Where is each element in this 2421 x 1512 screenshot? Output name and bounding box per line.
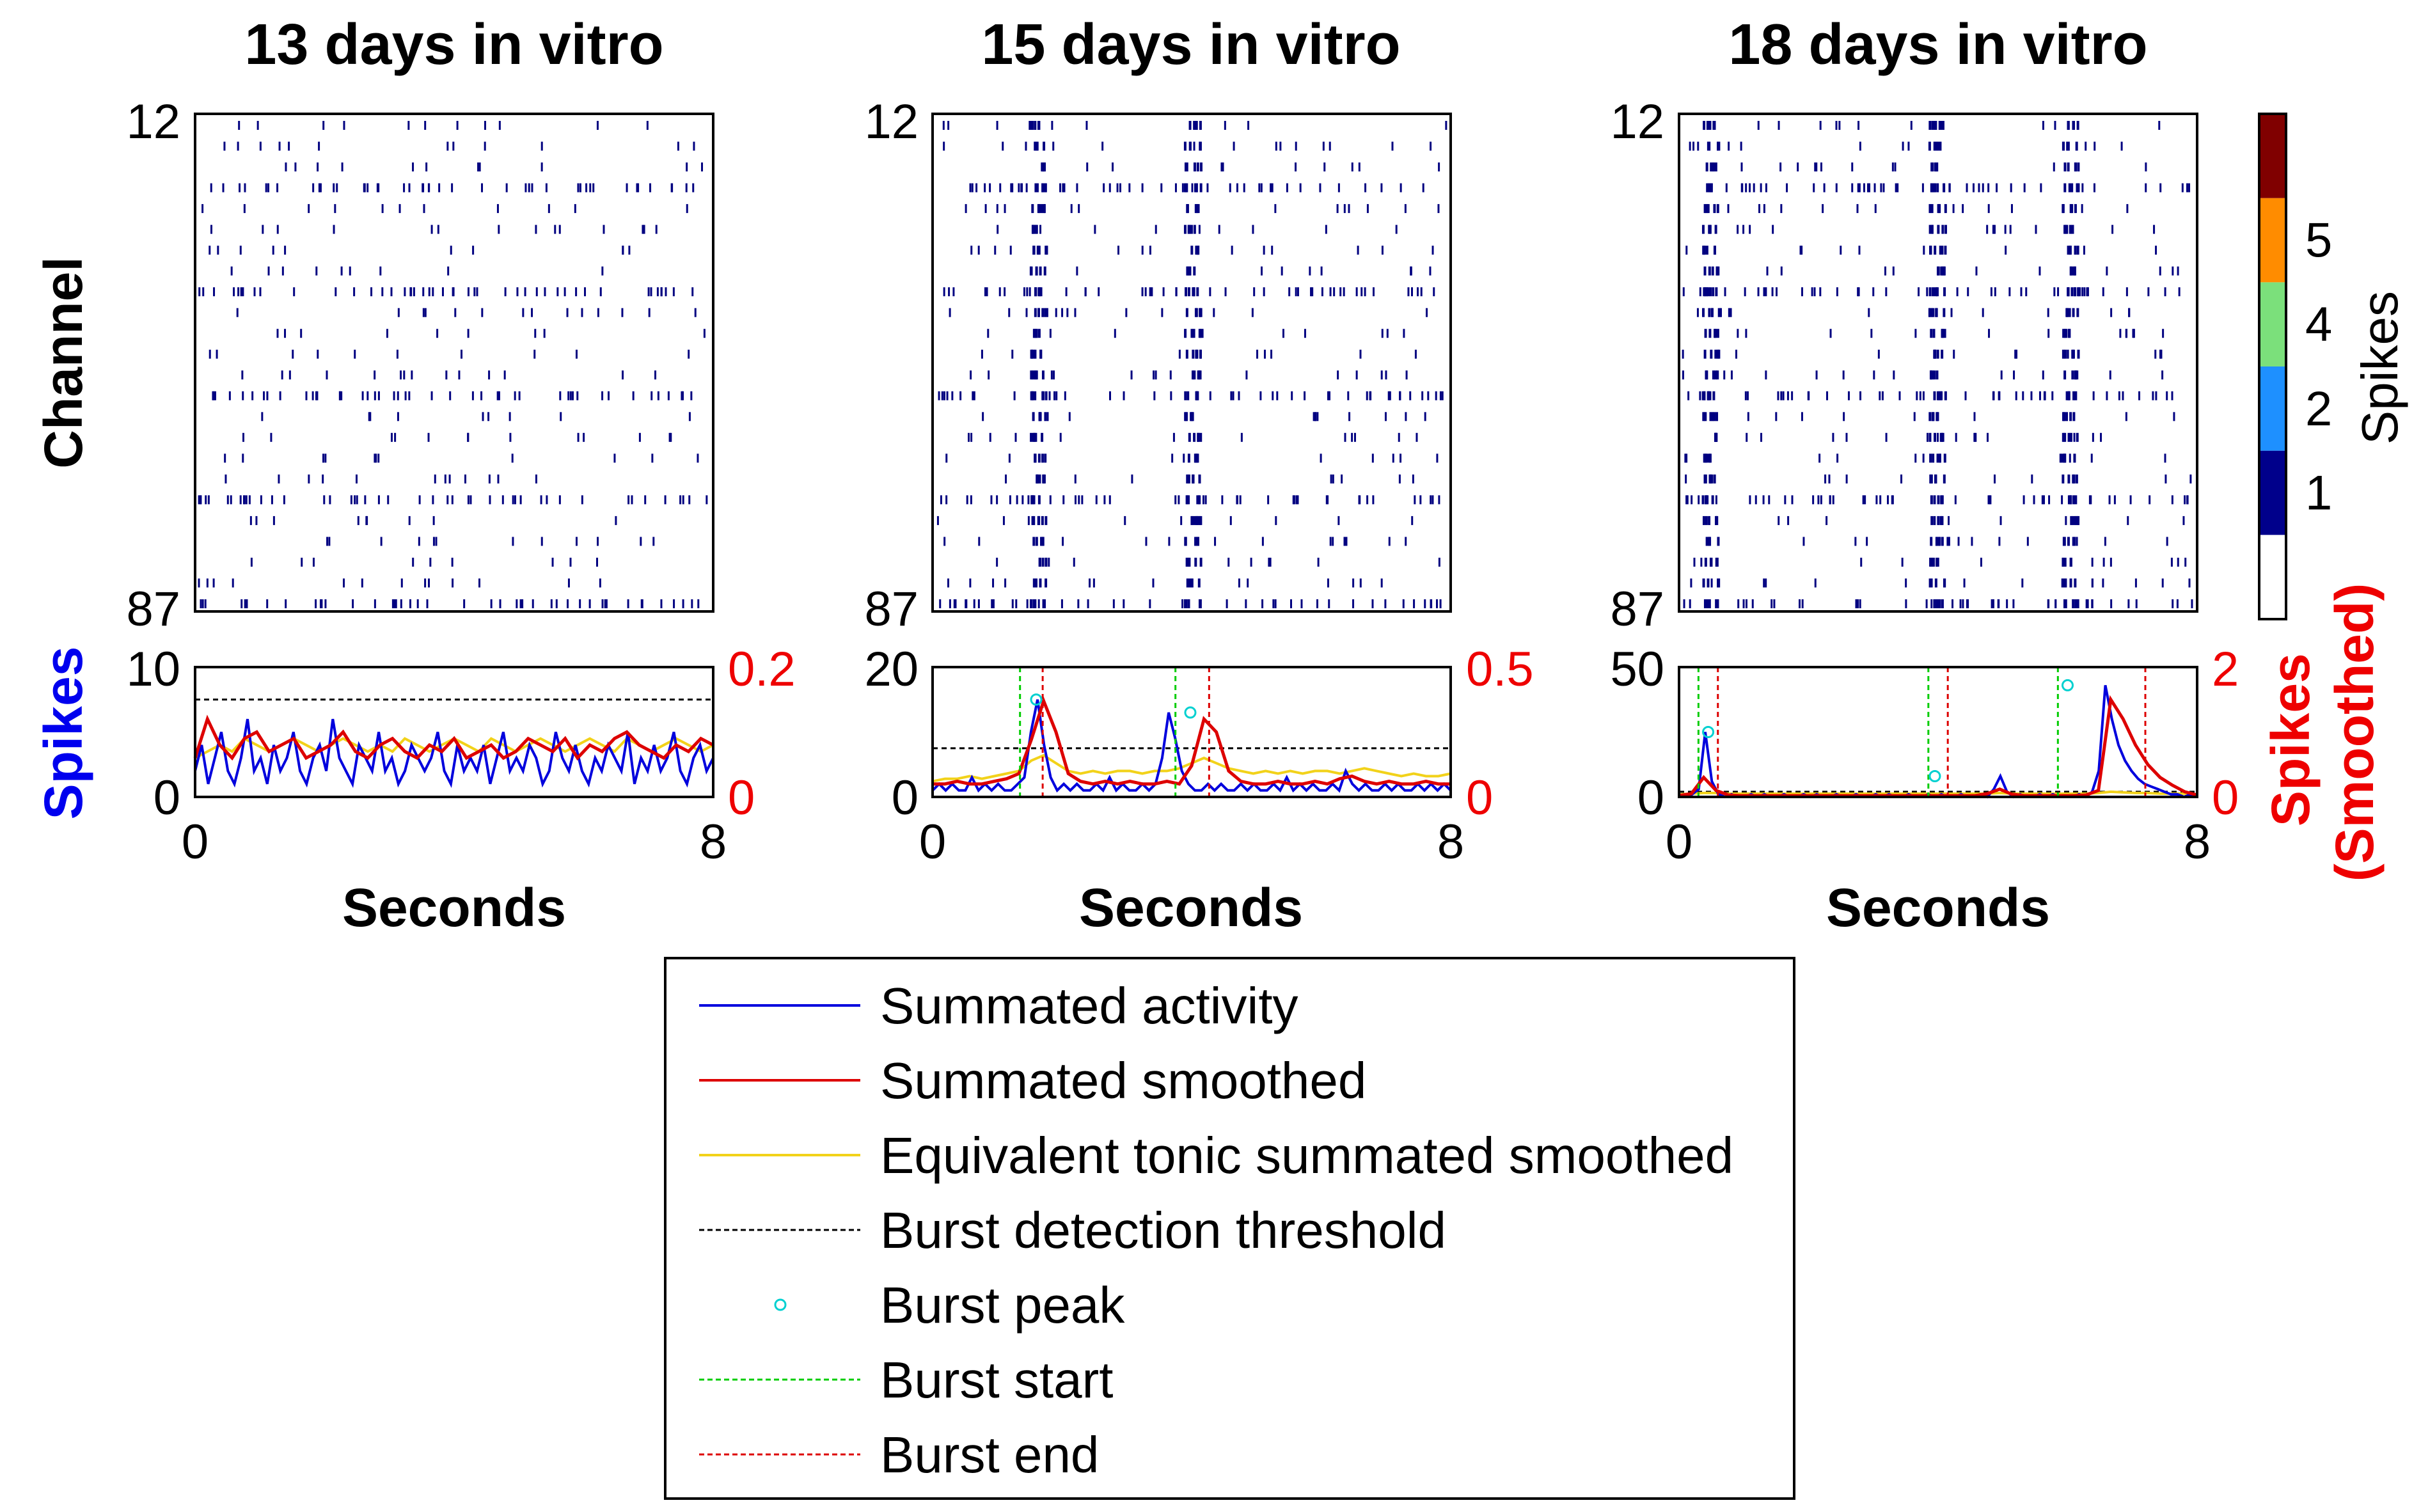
smoothed-line: [193, 714, 714, 761]
raster-frame-3: [1678, 113, 2198, 613]
raster-plot-2: [936, 121, 1447, 608]
act-left-ytick-bottom-3: 0: [1637, 771, 1664, 825]
activity-ylabel-right-line1: Spikes: [2260, 653, 2321, 826]
xtick-0-panel-2: 0: [919, 815, 946, 869]
activity-plot-2: [931, 667, 1452, 797]
activity-plot-1: [193, 698, 714, 789]
colorbar-frame: [2258, 113, 2287, 620]
raster-ytick-bottom-2: 87: [864, 582, 919, 636]
xlabel-2: Seconds: [1079, 878, 1303, 938]
panel-title-1: 13 days in vitro: [244, 13, 663, 77]
colorbar-tick-label: 1: [2305, 466, 2332, 521]
raster-ytick-top-1: 12: [126, 95, 180, 149]
act-right-ytick-top-2: 0.5: [1466, 642, 1534, 697]
colorbar-tick-label: 5: [2305, 214, 2332, 268]
xtick-8-panel-3: 8: [2184, 815, 2211, 869]
smoothed-line: [933, 696, 1451, 786]
colorbar: 1 2 4 5: [2258, 113, 2332, 620]
legend-marker: [774, 1298, 787, 1311]
legend-box: [664, 957, 1795, 1500]
activity-line: [931, 699, 1452, 793]
xlabel-3: Seconds: [1826, 878, 2050, 938]
activity-plot-3: [1678, 667, 2198, 799]
raster-plot-3: [1682, 121, 2193, 608]
legend-label: Summated activity: [880, 977, 1298, 1034]
raster-ytick-bottom-1: 87: [126, 582, 180, 636]
activity-line: [194, 718, 714, 789]
colorbar-segment: [2259, 366, 2286, 451]
activity-frame-2: [931, 666, 1452, 798]
legend-label: Burst peak: [880, 1277, 1125, 1334]
burst-peak-marker: [1184, 706, 1197, 719]
colorbar-segment: [2259, 282, 2286, 366]
legend-label: Equivalent tonic summated smoothed: [880, 1127, 1733, 1184]
raster-ylabel: Channel: [33, 256, 93, 468]
act-right-ytick-bottom-2: 0: [1466, 771, 1493, 825]
raster-ytick-top-2: 12: [864, 95, 919, 149]
panel-title-2: 15 days in vitro: [981, 13, 1400, 77]
xtick-0-panel-3: 0: [1666, 815, 1692, 869]
xtick-8-panel-1: 8: [700, 815, 727, 869]
legend-label: Burst detection threshold: [880, 1202, 1446, 1259]
xlabel-1: Seconds: [342, 878, 566, 938]
colorbar-segment: [2259, 114, 2286, 198]
colorbar-segment: [2259, 535, 2286, 619]
act-right-ytick-bottom-3: 0: [2212, 771, 2239, 825]
burst-peak-marker: [2062, 679, 2074, 691]
xtick-0-panel-1: 0: [182, 815, 209, 869]
raster-frame-2: [931, 113, 1452, 613]
legend-label: Burst end: [880, 1426, 1099, 1483]
activity-ylabel-right: Spikes (Smoothed): [2260, 583, 2385, 882]
activity-ylabel-left: Spikes: [33, 647, 93, 820]
raster-ytick-top-3: 12: [1610, 95, 1664, 149]
activity-frame-3: [1678, 666, 2198, 798]
burst-peak-marker: [1030, 693, 1043, 706]
raster-frame-1: [194, 113, 714, 613]
activity-frame-1: [194, 666, 714, 798]
raster-ytick-bottom-3: 87: [1610, 582, 1664, 636]
act-left-ytick-bottom-2: 0: [892, 771, 919, 825]
colorbar-segment: [2259, 450, 2286, 535]
legend-label: Burst start: [880, 1351, 1114, 1408]
panel-title-3: 18 days in vitro: [1728, 13, 2147, 77]
act-right-ytick-top-3: 2: [2212, 642, 2239, 697]
legend-label: Summated smoothed: [880, 1052, 1366, 1109]
act-left-ytick-top-3: 50: [1610, 642, 1664, 697]
act-left-ytick-top-2: 20: [864, 642, 919, 697]
xtick-8-panel-2: 8: [1437, 815, 1464, 869]
colorbar-tick-label: 2: [2305, 382, 2332, 436]
raster-plot-1: [198, 121, 708, 608]
legend: Summated activity Summated smoothed Equiva…: [699, 977, 1733, 1483]
burst-peak-marker: [1702, 726, 1715, 738]
colorbar-label: Spikes: [2351, 291, 2408, 445]
activity-ylabel-right-line2: (Smoothed): [2324, 583, 2385, 882]
act-right-ytick-bottom-1: 0: [728, 771, 755, 825]
act-left-ytick-top-1: 10: [126, 642, 180, 697]
colorbar-segment: [2259, 198, 2286, 283]
act-right-ytick-top-1: 0.2: [728, 642, 796, 697]
act-left-ytick-bottom-1: 0: [154, 771, 180, 825]
burst-peak-marker: [1928, 770, 1941, 783]
tonic-line: [1678, 790, 2198, 796]
colorbar-tick-label: 4: [2305, 297, 2332, 352]
